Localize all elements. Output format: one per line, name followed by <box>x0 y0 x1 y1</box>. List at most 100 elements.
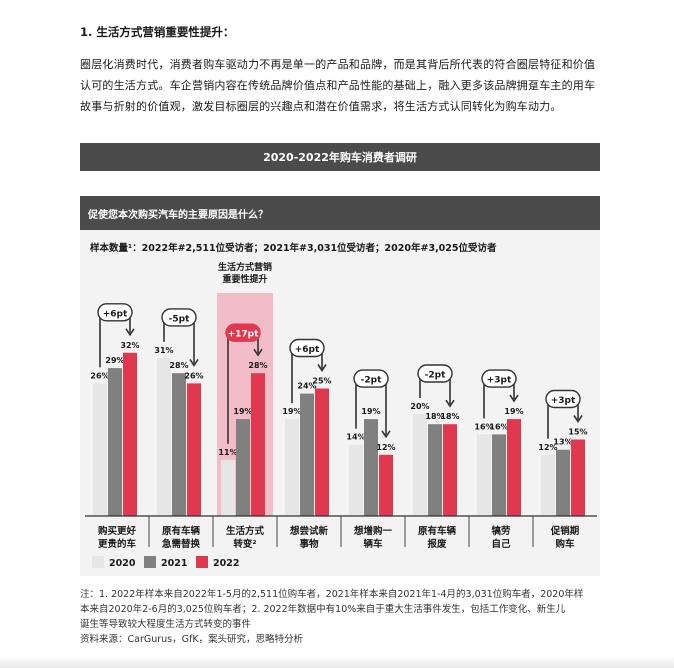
change-label: -2pt <box>361 376 382 386</box>
arrow-head-icon <box>317 364 327 372</box>
data-label: 19% <box>504 407 523 416</box>
data-label: 18% <box>440 412 459 421</box>
data-label: 29% <box>105 356 124 365</box>
bar-2021 <box>300 393 314 516</box>
bar-2022 <box>187 383 201 516</box>
data-label: 19% <box>361 407 380 416</box>
arrow-head-icon <box>509 394 519 403</box>
category-label: 转变² <box>233 538 256 550</box>
data-label: 19% <box>233 407 252 416</box>
legend-swatch-2020 <box>92 556 104 568</box>
bar-2022 <box>443 424 457 516</box>
data-label: 15% <box>568 428 587 437</box>
question-bar: 促使您本次购买汽车的主要原因是什么？ <box>80 196 600 230</box>
data-label: 12% <box>376 443 395 452</box>
arrow-head-icon <box>573 415 583 423</box>
footnote-line: 诞生等导致较大程度生活方式转变的事件 <box>80 619 252 630</box>
bar-2020 <box>157 357 171 516</box>
change-label: +17pt <box>228 330 260 340</box>
change-badge <box>417 364 453 383</box>
legend-label: 2022 <box>213 558 239 569</box>
page-bottom-shade <box>0 656 674 668</box>
change-badge <box>481 369 517 388</box>
data-label: 14% <box>346 433 365 442</box>
data-label: 28% <box>169 361 188 370</box>
data-label: 13% <box>553 438 572 447</box>
sample-note: 样本数量¹：2022年#2,511位受访者；2021年#3,031位受访者；20… <box>90 243 497 254</box>
arrow-head-icon <box>125 328 135 337</box>
data-label: 24% <box>297 382 316 391</box>
bar-2022 <box>379 454 393 516</box>
change-badge <box>545 389 581 409</box>
change-label: +3pt <box>551 396 576 406</box>
bar-2022 <box>315 388 329 516</box>
change-badge <box>289 338 325 358</box>
legend-swatch-2021 <box>144 556 156 568</box>
change-label: -5pt <box>169 314 190 324</box>
category-label: 促销期 <box>550 525 580 537</box>
change-badge <box>225 323 261 342</box>
bar-2021 <box>172 373 186 516</box>
bar-2021 <box>108 368 122 516</box>
legend-label: 2021 <box>161 558 187 569</box>
change-badge <box>353 369 389 388</box>
bar-2022 <box>251 373 265 516</box>
category-label: 购买更好 <box>98 525 137 537</box>
footnote-line: 注：1. 2022年样本来自2022年1-5月的2,511位购车者，2021年样… <box>80 589 584 600</box>
bar-2021 <box>236 419 250 516</box>
intro-paragraph: 圈层化消费时代，消费者购车驱动力不再是单一的产品和品牌，而是其背后所代表的符合圈… <box>80 58 596 113</box>
category-label: 原有车辆 <box>162 525 201 537</box>
arrow-head-icon <box>445 399 455 408</box>
bar-2022 <box>571 439 585 516</box>
category-label: 辆车 <box>363 538 383 550</box>
data-label: 16% <box>474 422 493 431</box>
category-label: 想尝试新 <box>289 525 329 537</box>
bar-2020 <box>413 414 427 516</box>
category-label: 急需替换 <box>162 538 201 550</box>
data-label: 19% <box>282 407 301 416</box>
data-label: 18% <box>425 412 444 421</box>
section-heading: 1. 生活方式营销重要性提升： <box>80 25 235 39</box>
change-badge <box>161 308 197 327</box>
category-label: 购车 <box>555 538 575 550</box>
category-label: 更贵的车 <box>98 538 137 550</box>
data-label: 26% <box>90 371 109 380</box>
source-line: 资料来源：CarGurus，GfK，案头研究，思略特分析 <box>80 634 304 645</box>
category-label: 报废 <box>427 538 447 550</box>
data-label: 28% <box>248 361 267 370</box>
arrow-head-icon <box>381 430 391 439</box>
bar-2021 <box>492 434 506 516</box>
category-label: 想增购一 <box>353 525 393 537</box>
data-label: 31% <box>154 346 173 355</box>
change-badge <box>97 303 133 322</box>
data-label: 25% <box>312 377 331 386</box>
change-label: +6pt <box>103 309 128 319</box>
data-label: 11% <box>218 448 237 457</box>
bar-2020 <box>349 444 363 516</box>
bar-2022 <box>507 419 521 516</box>
bar-2020 <box>541 454 555 516</box>
arrow-head-icon <box>253 348 263 357</box>
category-label: 原有车辆 <box>418 525 457 537</box>
bar-2020 <box>93 383 107 516</box>
data-label: 12% <box>538 443 557 452</box>
data-label: 26% <box>184 371 203 380</box>
bar-2021 <box>428 424 442 516</box>
footnote-line: 本来自2020年2-6月的3,025位购车者；2. 2022年数据中有10%来自… <box>80 604 566 615</box>
data-label: 32% <box>120 341 139 350</box>
legend-label: 2020 <box>109 558 136 569</box>
category-label: 事物 <box>299 538 319 550</box>
category-label: 自己 <box>491 538 511 550</box>
change-label: -2pt <box>425 371 446 381</box>
bar-2020 <box>221 459 235 516</box>
bar-2021 <box>364 419 378 516</box>
bar-2022 <box>123 352 137 516</box>
category-label: 生活方式 <box>226 525 265 537</box>
data-label: 20% <box>410 402 429 411</box>
footnote: 注：1. 2022年样本来自2022年1-5月的2,511位购车者，2021年样… <box>80 587 605 647</box>
arrow-head-icon <box>189 358 199 367</box>
change-label: +6pt <box>295 345 320 355</box>
bar-2020 <box>285 419 299 516</box>
survey-banner: 2020-2022年购车消费者调研 <box>80 143 600 171</box>
